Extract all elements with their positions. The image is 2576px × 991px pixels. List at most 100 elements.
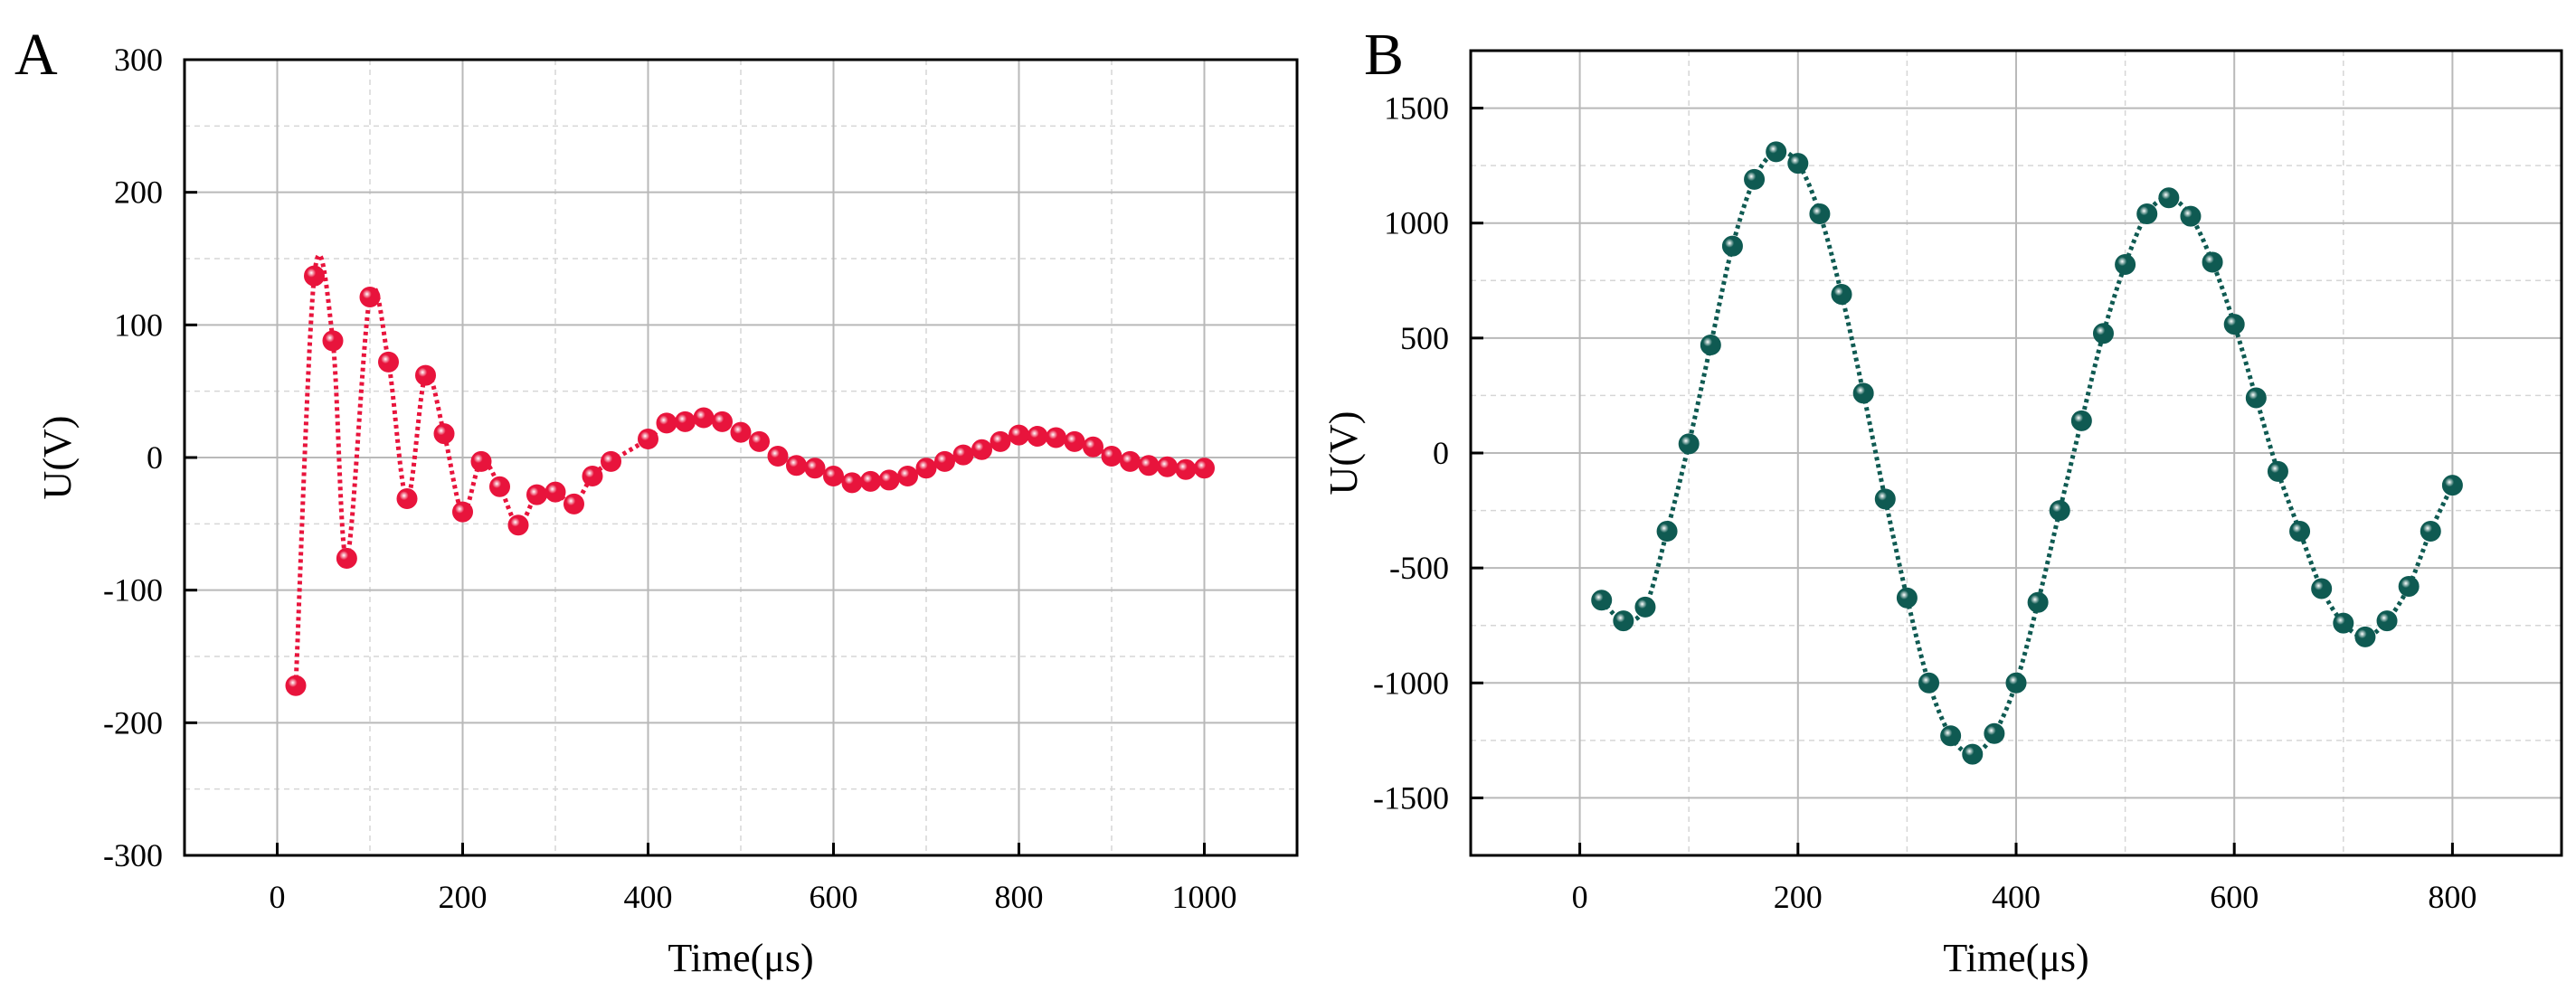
data-point: [1918, 672, 1940, 694]
data-point: [2202, 251, 2223, 273]
data-point: [693, 407, 715, 429]
data-point: [336, 547, 357, 569]
data-point: [2333, 612, 2354, 634]
data-point: [2354, 626, 2376, 647]
data-point: [2005, 672, 2027, 694]
data-point: [675, 411, 696, 432]
data-point: [712, 411, 733, 432]
data-point: [934, 450, 955, 472]
y-tick-label: 200: [114, 175, 163, 211]
plot-b: 0 200 400 600 800 -1500 -1000 -500 0 500 1000 1500 T…: [1321, 49, 2563, 980]
data-point: [470, 450, 492, 472]
data-point: [2398, 575, 2420, 597]
series-line: [293, 252, 1205, 686]
data-point: [1101, 446, 1122, 467]
y-tick-label: 1500: [1384, 90, 1449, 127]
data-point: [1787, 153, 1809, 175]
data-point: [952, 444, 974, 466]
data-point: [304, 265, 325, 287]
x-tick-label: 200: [439, 879, 488, 915]
data-point: [1157, 456, 1178, 477]
data-point: [1700, 334, 1721, 355]
y-tick-label: 0: [1433, 435, 1449, 471]
x-tick-label: 600: [2210, 879, 2259, 915]
data-point: [2027, 591, 2049, 613]
data-point: [2376, 610, 2398, 632]
y-axis-label: U(V): [1321, 411, 1366, 496]
plot-a: 0 200 400 600 800 1000 -300 -200 -100 0 100 200 300 T…: [35, 42, 1299, 980]
y-tick-label: -100: [103, 572, 163, 609]
y-tick-label: -1000: [1373, 665, 1449, 701]
data-point: [545, 481, 566, 503]
data-point: [433, 423, 455, 445]
y-tick-label: -300: [103, 837, 163, 873]
data-point: [507, 514, 529, 536]
x-tick-label: 1000: [1172, 879, 1237, 915]
data-point: [1591, 590, 1613, 611]
data-point: [841, 472, 863, 494]
x-tick-label: 0: [270, 879, 286, 915]
y-tick-label: 500: [1400, 320, 1449, 356]
data-point: [1984, 722, 2005, 744]
data-point: [823, 466, 844, 487]
data-point: [359, 287, 381, 308]
data-point: [1613, 610, 1634, 632]
x-tick-label: 800: [2428, 879, 2477, 915]
data-point: [285, 675, 307, 696]
data-point: [2267, 460, 2288, 482]
data-point: [2136, 203, 2158, 225]
data-point: [526, 484, 547, 505]
data-point: [2441, 475, 2463, 496]
x-tick-label: 800: [995, 879, 1044, 915]
data-point: [378, 351, 399, 373]
data-point: [1896, 587, 1918, 609]
data-point: [878, 469, 900, 491]
data-point: [2180, 205, 2202, 227]
x-axis-label: Time(μs): [1943, 936, 2088, 980]
data-point: [1744, 168, 1766, 190]
x-tick-label: 400: [1992, 879, 2041, 915]
x-tick-label: 200: [1774, 879, 1823, 915]
data-point: [1194, 458, 1215, 479]
data-point: [1678, 433, 1700, 455]
data-point: [2115, 253, 2136, 275]
y-tick-label: 100: [114, 307, 163, 343]
data-point: [971, 439, 992, 460]
data-point: [2245, 387, 2267, 409]
data-point: [1721, 235, 1743, 257]
y-tick-label: -200: [103, 704, 163, 741]
data-point: [1940, 725, 1962, 747]
data-point: [452, 501, 473, 523]
data-point: [1175, 458, 1197, 480]
panel-label-a: A: [14, 22, 58, 88]
y-axis-label: U(V): [35, 416, 80, 500]
x-tick-label: 400: [624, 879, 673, 915]
y-tick-label: 1000: [1384, 205, 1449, 241]
data-point: [1083, 436, 1103, 458]
data-point: [638, 428, 658, 449]
data-point: [1852, 382, 1874, 404]
data-point: [1962, 743, 1984, 765]
data-point: [1766, 141, 1787, 163]
data-point: [582, 466, 603, 487]
data-point: [1138, 455, 1160, 477]
data-point: [1656, 520, 1678, 542]
data-point: [2420, 520, 2441, 542]
y-tick-label: -500: [1389, 550, 1449, 586]
x-tick-label: 600: [810, 879, 858, 915]
data-point: [1634, 596, 1656, 618]
data-point: [564, 493, 584, 514]
data-point: [2289, 520, 2311, 542]
data-point: [1809, 203, 1831, 225]
data-point: [396, 487, 418, 509]
data-point: [1120, 450, 1141, 472]
data-point: [2092, 323, 2114, 344]
data-point: [767, 446, 789, 467]
data-point: [1874, 488, 1896, 510]
data-point: [2070, 410, 2092, 431]
data-point: [2158, 187, 2180, 209]
data-point: [1046, 427, 1066, 448]
y-tick-label: 0: [147, 439, 163, 476]
data-point: [915, 458, 937, 479]
data-point: [749, 430, 770, 452]
